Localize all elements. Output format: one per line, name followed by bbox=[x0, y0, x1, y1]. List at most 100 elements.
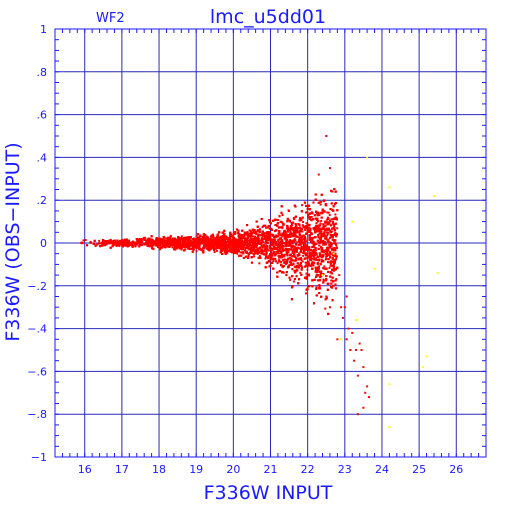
data-point bbox=[246, 243, 249, 246]
data-point bbox=[282, 271, 285, 274]
data-point bbox=[335, 244, 338, 247]
data-point bbox=[243, 234, 246, 237]
data-point bbox=[314, 257, 317, 260]
data-point bbox=[261, 226, 264, 229]
data-point bbox=[195, 250, 198, 253]
data-point bbox=[148, 237, 151, 240]
data-point bbox=[301, 204, 304, 207]
data-point bbox=[165, 237, 168, 240]
data-point bbox=[306, 268, 309, 271]
data-point bbox=[258, 255, 261, 258]
data-point bbox=[305, 222, 308, 225]
data-point bbox=[326, 216, 329, 219]
data-points bbox=[80, 135, 439, 429]
data-point bbox=[172, 248, 175, 251]
data-point bbox=[278, 256, 281, 259]
data-point bbox=[320, 219, 323, 222]
data-point bbox=[285, 236, 288, 239]
data-point bbox=[146, 238, 149, 241]
data-point bbox=[305, 240, 308, 243]
data-point bbox=[270, 251, 273, 254]
data-point bbox=[254, 243, 257, 246]
data-point bbox=[315, 286, 318, 289]
data-point bbox=[308, 253, 311, 256]
data-point bbox=[325, 238, 328, 241]
data-point bbox=[336, 233, 339, 236]
data-point bbox=[285, 240, 288, 243]
data-point bbox=[287, 236, 290, 239]
data-point bbox=[264, 224, 267, 227]
data-point bbox=[98, 239, 101, 242]
data-point bbox=[335, 278, 338, 281]
data-point bbox=[325, 255, 328, 258]
data-point bbox=[325, 257, 328, 260]
data-point bbox=[249, 236, 252, 239]
data-point bbox=[308, 223, 311, 226]
data-point bbox=[236, 252, 239, 255]
data-point bbox=[293, 237, 296, 240]
data-point bbox=[84, 238, 87, 241]
data-point bbox=[302, 221, 305, 224]
data-point bbox=[209, 248, 212, 251]
data-point bbox=[226, 251, 229, 254]
data-point bbox=[277, 240, 280, 243]
data-point bbox=[330, 260, 333, 263]
data-point bbox=[258, 262, 261, 265]
data-point bbox=[122, 239, 125, 242]
data-point bbox=[283, 258, 286, 261]
data-point bbox=[334, 213, 337, 216]
data-point bbox=[301, 241, 304, 244]
data-point bbox=[180, 235, 183, 238]
data-point bbox=[281, 227, 284, 230]
data-point bbox=[283, 253, 286, 256]
data-point bbox=[205, 247, 208, 250]
data-point bbox=[292, 233, 295, 236]
data-point bbox=[284, 229, 287, 232]
data-point bbox=[325, 231, 328, 234]
data-point bbox=[326, 254, 329, 257]
data-point bbox=[141, 240, 144, 243]
data-point bbox=[283, 255, 286, 258]
data-point bbox=[301, 227, 304, 230]
data-point bbox=[336, 227, 339, 230]
data-point bbox=[262, 244, 265, 247]
data-point bbox=[288, 256, 291, 259]
data-point bbox=[169, 234, 172, 237]
data-point bbox=[330, 235, 333, 238]
data-point bbox=[280, 260, 283, 263]
data-point bbox=[297, 223, 300, 226]
data-point bbox=[305, 292, 308, 295]
data-point bbox=[213, 250, 216, 253]
data-point bbox=[289, 278, 292, 281]
data-point bbox=[318, 232, 321, 235]
data-point bbox=[264, 257, 267, 260]
data-point bbox=[271, 228, 274, 231]
data-point bbox=[323, 231, 326, 234]
data-point bbox=[328, 266, 331, 269]
data-point bbox=[256, 253, 259, 256]
data-point bbox=[262, 237, 265, 240]
data-point bbox=[265, 242, 268, 245]
data-point bbox=[334, 283, 337, 286]
data-point bbox=[301, 260, 304, 263]
data-point bbox=[323, 265, 326, 268]
data-point bbox=[268, 221, 271, 224]
data-point bbox=[280, 245, 283, 248]
data-point bbox=[322, 278, 325, 281]
data-point bbox=[207, 239, 210, 242]
data-point bbox=[281, 247, 284, 250]
data-point bbox=[319, 211, 322, 214]
data-point bbox=[158, 237, 161, 240]
data-point bbox=[280, 236, 283, 239]
data-point bbox=[180, 248, 183, 251]
data-point bbox=[255, 243, 258, 246]
data-point bbox=[195, 235, 198, 238]
data-point bbox=[258, 233, 261, 236]
data-point bbox=[226, 248, 229, 251]
data-point bbox=[109, 238, 112, 241]
data-point bbox=[138, 237, 141, 240]
data-point bbox=[221, 245, 224, 248]
data-point bbox=[184, 248, 187, 251]
data-point bbox=[96, 243, 99, 246]
